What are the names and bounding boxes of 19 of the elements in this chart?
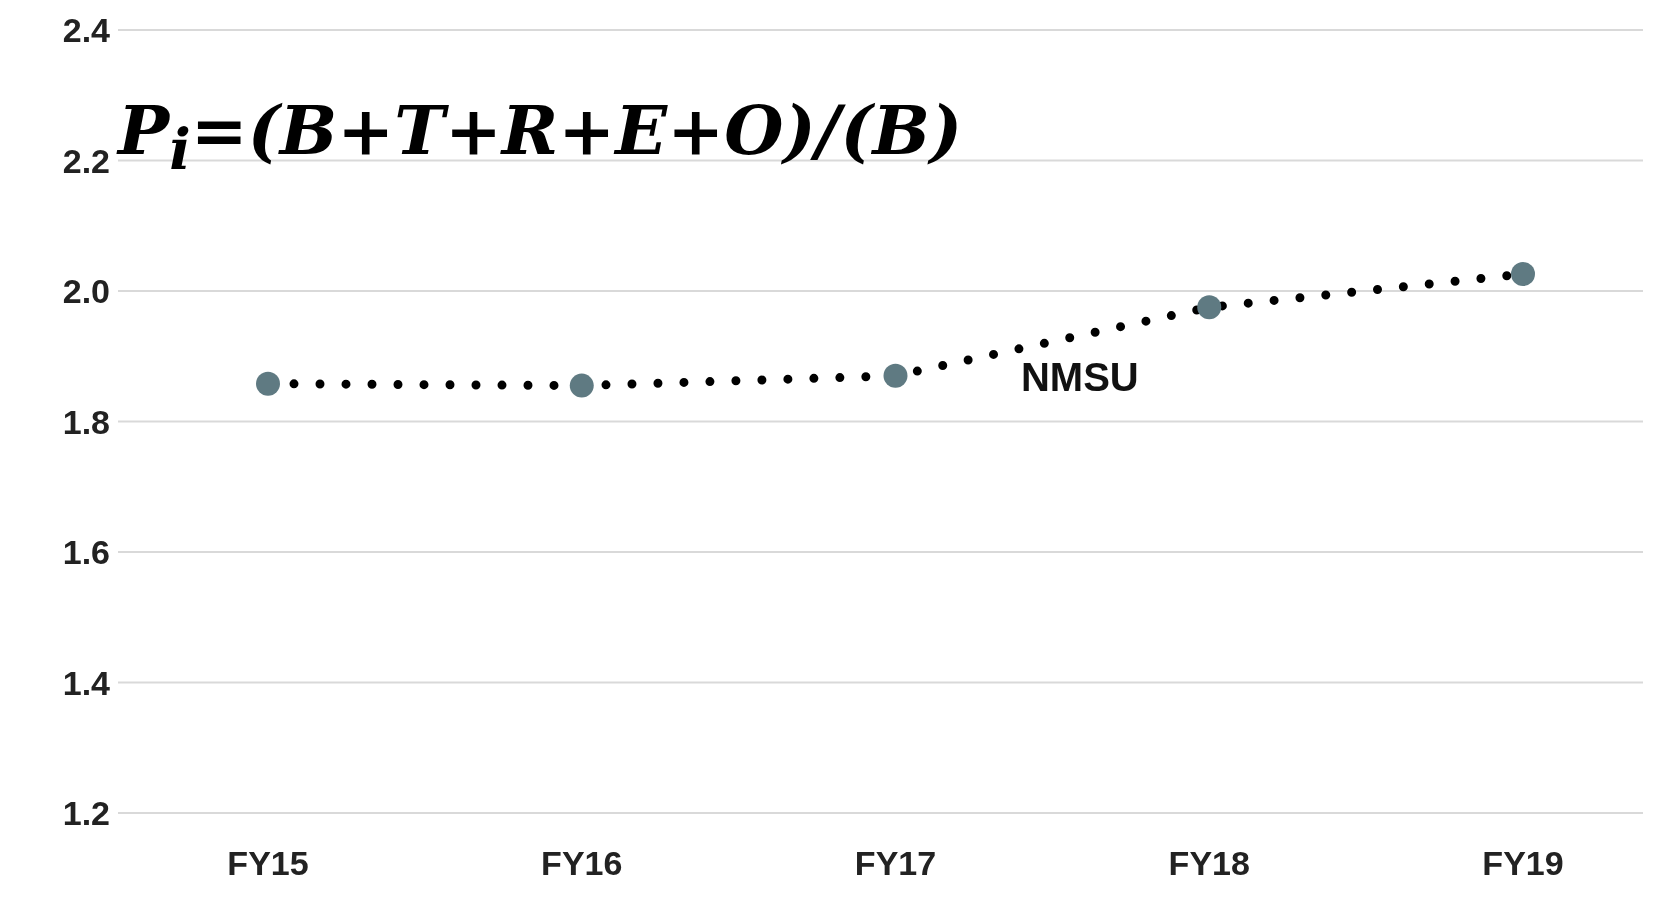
x-tick-label: FY16 <box>541 844 623 883</box>
y-tick-label: 1.4 <box>62 663 111 702</box>
point <box>1197 295 1222 320</box>
y-tick-label: 1.6 <box>62 533 110 572</box>
point <box>256 371 280 396</box>
series-label: NMSU <box>1020 355 1139 400</box>
point <box>569 373 594 398</box>
x-tick-label: FY17 <box>854 844 937 883</box>
y-tick-label: 2.0 <box>62 272 110 311</box>
x-tick-label: FY15 <box>227 844 309 883</box>
point <box>883 363 908 388</box>
x-tick-label: FY18 <box>1168 844 1250 883</box>
y-tick-label: 1.8 <box>62 402 110 441</box>
x-tick-label: FY19 <box>1482 844 1564 883</box>
y-tick-label: 1.2 <box>62 794 110 833</box>
y-tick-label: 2.4 <box>62 11 111 50</box>
y-tick-label: 2.2 <box>62 141 110 180</box>
text: P$_{i}$=(B+T+R+E+O)/(B) <box>118 90 964 182</box>
point <box>1511 262 1535 287</box>
